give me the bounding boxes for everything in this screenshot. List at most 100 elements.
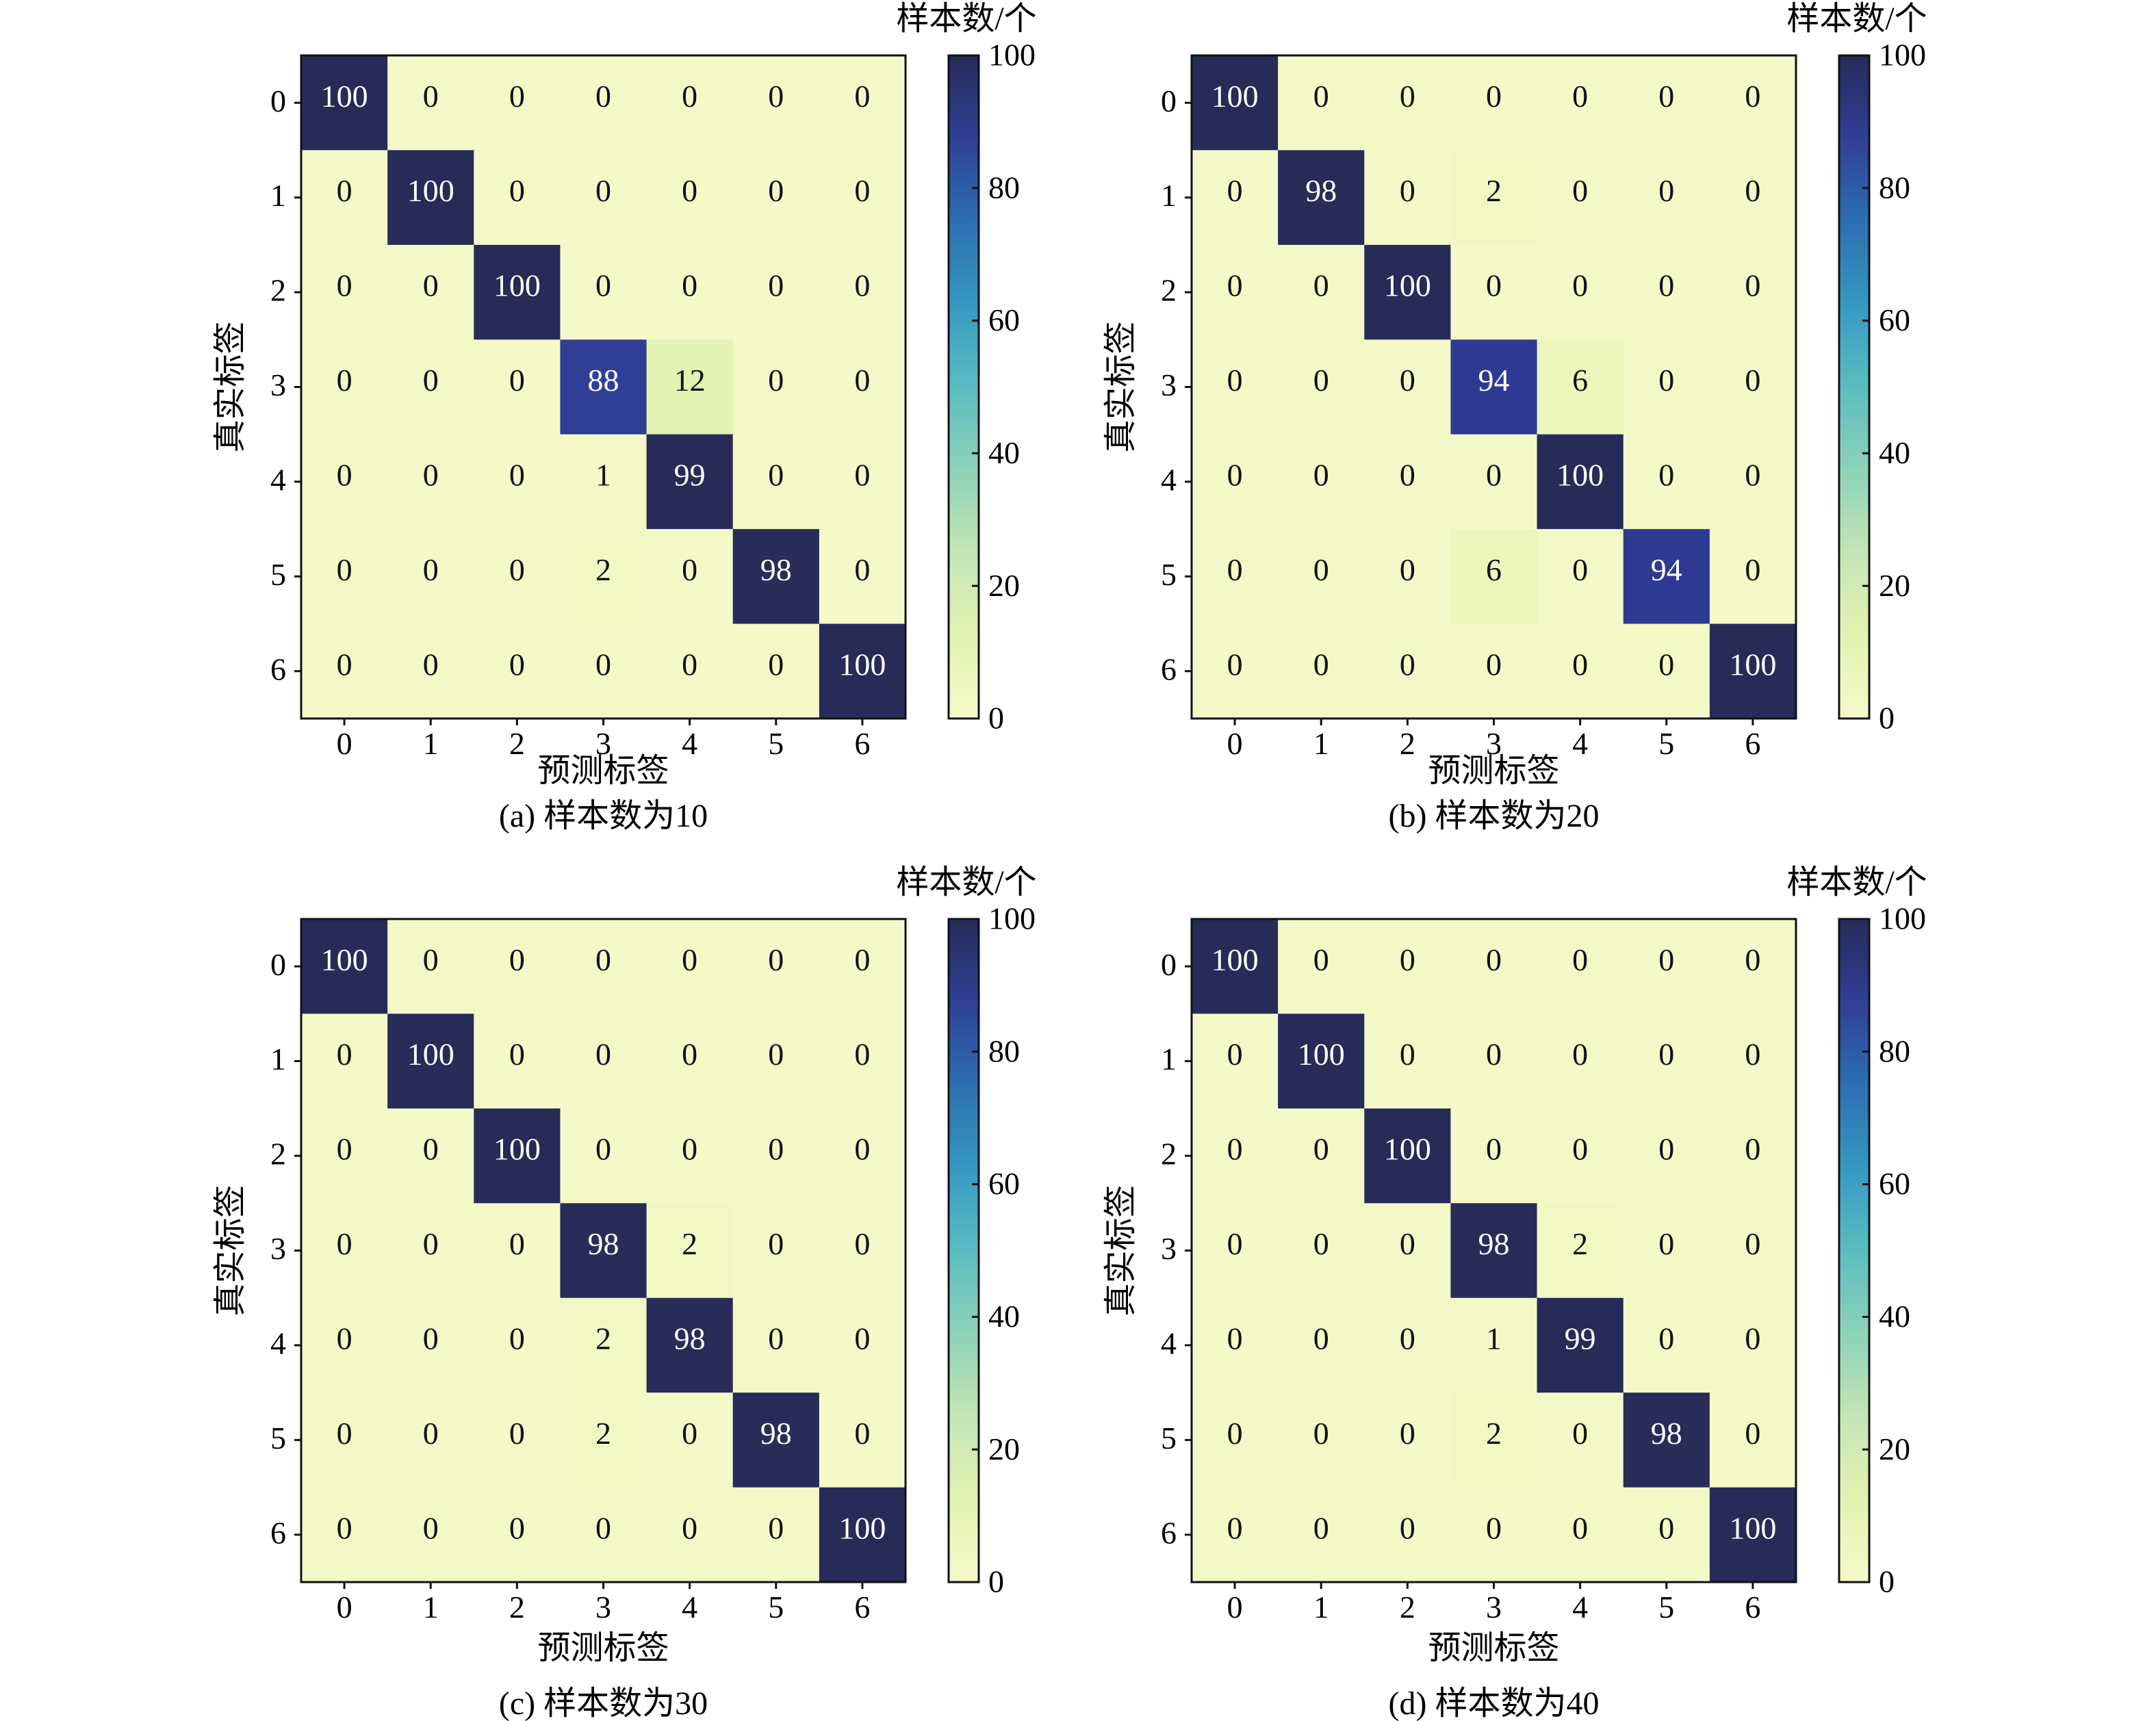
colorbar-tick-label: 100 bbox=[1879, 38, 1926, 73]
heatmap-cell bbox=[819, 1108, 906, 1204]
heatmap-cell bbox=[1623, 55, 1710, 151]
heatmap-cell bbox=[1450, 1203, 1538, 1299]
colorbar-title: 样本数/个 bbox=[1786, 864, 1927, 901]
cell-value-label: 0 bbox=[1313, 457, 1329, 492]
cell-value-label: 0 bbox=[1486, 942, 1502, 977]
heatmap-cell bbox=[1192, 1393, 1279, 1488]
cell-value-label: 0 bbox=[509, 457, 525, 492]
heatmap-cell bbox=[301, 1297, 388, 1393]
heatmap-cell bbox=[1278, 623, 1365, 719]
colorbar-tick-label: 40 bbox=[1879, 435, 1910, 470]
colorbar-tick-label: 40 bbox=[988, 1299, 1020, 1334]
panel-caption: (a) 样本数为10 bbox=[499, 798, 708, 834]
cell-value-label: 100 bbox=[1298, 1037, 1345, 1072]
cell-value-label: 0 bbox=[1658, 647, 1674, 682]
heatmap-cell bbox=[1278, 244, 1365, 340]
heatmap-cell bbox=[819, 1203, 906, 1299]
cell-value-label: 0 bbox=[1313, 363, 1329, 398]
heatmap-cell bbox=[1709, 1108, 1797, 1204]
cell-value-label: 0 bbox=[1572, 942, 1588, 977]
cell-value-label: 0 bbox=[1313, 268, 1329, 303]
cell-value-label: 0 bbox=[1486, 1510, 1502, 1545]
heatmap-cell bbox=[732, 1013, 820, 1109]
cell-value-label: 88 bbox=[588, 363, 619, 398]
heatmap-cell bbox=[1709, 244, 1797, 340]
cell-value-label: 0 bbox=[423, 552, 439, 587]
cell-value-label: 0 bbox=[1745, 363, 1760, 398]
cell-value-label: 0 bbox=[423, 363, 439, 398]
heatmap-cell bbox=[301, 623, 388, 719]
cell-value-label: 98 bbox=[760, 1416, 792, 1451]
cell-value-label: 0 bbox=[1313, 942, 1329, 977]
heatmap-cell bbox=[1278, 150, 1365, 246]
heatmap-cell bbox=[819, 1013, 906, 1109]
y-axis-label: 真实标签 bbox=[1103, 1185, 1139, 1316]
heatmap-cell bbox=[474, 150, 561, 246]
cell-value-label: 0 bbox=[1486, 1132, 1502, 1167]
x-tick-label: 5 bbox=[1658, 1590, 1674, 1625]
heatmap-cell bbox=[1709, 55, 1797, 151]
cell-value-label: 0 bbox=[768, 1226, 784, 1261]
cell-value-label: 0 bbox=[337, 1510, 352, 1545]
heatmap-cell bbox=[1623, 244, 1710, 340]
heatmap-cell bbox=[1623, 339, 1710, 435]
heatmap-cell bbox=[732, 1393, 820, 1488]
cell-value-label: 0 bbox=[1658, 1226, 1674, 1261]
cell-value-label: 94 bbox=[1651, 552, 1682, 587]
heatmap-cell bbox=[301, 529, 388, 625]
cell-value-label: 6 bbox=[1486, 552, 1502, 587]
cell-value-label: 0 bbox=[1400, 1321, 1415, 1356]
cell-value-label: 0 bbox=[1227, 1321, 1243, 1356]
heatmap-cell bbox=[1192, 244, 1279, 340]
x-tick-label: 1 bbox=[1313, 1590, 1329, 1625]
cell-value-label: 2 bbox=[595, 1321, 611, 1356]
cell-value-label: 100 bbox=[321, 942, 368, 977]
heatmap-cell bbox=[560, 339, 647, 435]
cell-value-label: 0 bbox=[337, 363, 352, 398]
y-tick-label: 6 bbox=[270, 1515, 286, 1550]
heatmap-cell bbox=[732, 1203, 820, 1299]
heatmap-cell bbox=[732, 339, 820, 435]
cell-value-label: 0 bbox=[1572, 1037, 1588, 1072]
cell-value-label: 1 bbox=[1486, 1321, 1502, 1356]
cell-value-label: 0 bbox=[595, 1037, 611, 1072]
heatmap-cell bbox=[732, 623, 820, 719]
cell-value-label: 0 bbox=[1572, 1510, 1588, 1545]
heatmap-cell bbox=[387, 1297, 474, 1393]
heatmap-cell bbox=[1537, 150, 1624, 246]
cell-value-label: 0 bbox=[595, 268, 611, 303]
heatmap-cell bbox=[1709, 529, 1797, 625]
heatmap-cell bbox=[387, 339, 474, 435]
heatmap-cell bbox=[1278, 434, 1365, 530]
cell-value-label: 0 bbox=[682, 552, 697, 587]
heatmap-cell bbox=[387, 55, 474, 151]
x-tick-label: 6 bbox=[1745, 1590, 1760, 1625]
cell-value-label: 0 bbox=[1658, 1132, 1674, 1167]
heatmap-cell bbox=[1278, 55, 1365, 151]
colorbar-tick-label: 100 bbox=[988, 38, 1036, 73]
heatmap-cell bbox=[387, 1203, 474, 1299]
cell-value-label: 100 bbox=[838, 1510, 886, 1545]
cell-value-label: 0 bbox=[1227, 457, 1243, 492]
colorbar-tick-label: 80 bbox=[1879, 1033, 1910, 1068]
heatmap-cell bbox=[732, 1297, 820, 1393]
heatmap-cell bbox=[474, 1203, 561, 1299]
x-tick-label: 4 bbox=[682, 726, 697, 761]
cell-value-label: 100 bbox=[407, 173, 454, 208]
heatmap-cell bbox=[301, 150, 388, 246]
cell-value-label: 0 bbox=[509, 647, 525, 682]
heatmap-cell bbox=[1537, 1297, 1624, 1393]
y-axis-label: 真实标签 bbox=[212, 321, 248, 452]
heatmap-cell bbox=[1623, 623, 1710, 719]
heatmap-cell bbox=[1450, 434, 1538, 530]
heatmap-cell bbox=[301, 1203, 388, 1299]
cell-value-label: 0 bbox=[682, 942, 697, 977]
heatmap-cell bbox=[646, 55, 734, 151]
cell-value-label: 0 bbox=[1227, 1416, 1243, 1451]
cell-value-label: 0 bbox=[854, 173, 870, 208]
x-tick-label: 1 bbox=[423, 1590, 439, 1625]
heatmap-cell bbox=[1709, 919, 1797, 1014]
cell-value-label: 0 bbox=[1658, 1321, 1674, 1356]
x-tick-label: 2 bbox=[1400, 1590, 1415, 1625]
cell-value-label: 0 bbox=[337, 268, 352, 303]
